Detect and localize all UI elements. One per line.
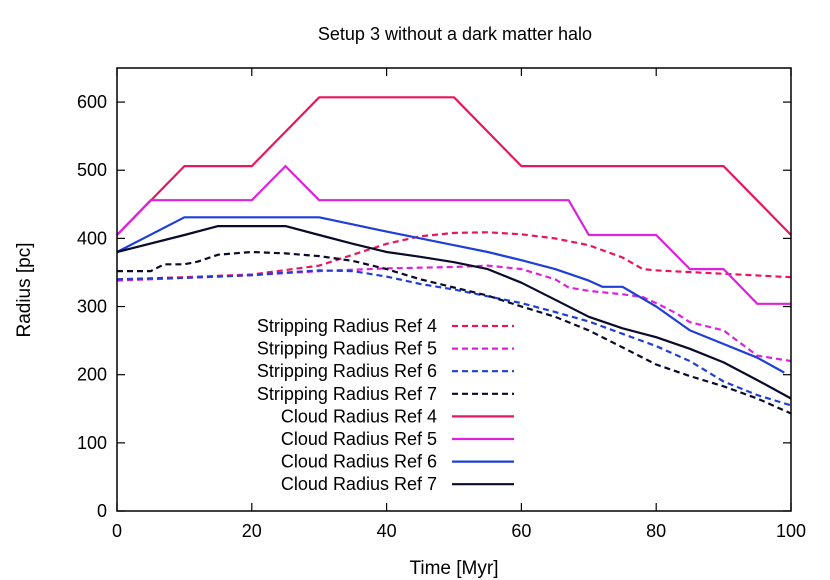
legend-label: Stripping Radius Ref 4 — [257, 316, 437, 336]
axis-ticks — [116, 68, 792, 512]
x-tick-label: 0 — [112, 521, 122, 541]
y-axis-label: Radius [pc] — [14, 242, 35, 337]
legend-label: Cloud Radius Ref 7 — [281, 474, 437, 494]
series-line-6 — [116, 165, 791, 305]
y-tick-label: 300 — [77, 297, 107, 317]
legend-label: Cloud Radius Ref 5 — [281, 429, 437, 449]
legend-label: Stripping Radius Ref 5 — [257, 339, 437, 359]
y-tick-label: 400 — [77, 228, 107, 248]
legend-label: Stripping Radius Ref 7 — [257, 384, 437, 404]
x-tick-label: 40 — [377, 521, 397, 541]
series-line-8 — [116, 225, 792, 400]
chart-title: Setup 3 without a dark matter halo — [318, 24, 592, 44]
y-tick-label: 0 — [97, 501, 107, 521]
y-tick-label: 200 — [77, 365, 107, 385]
legend: Stripping Radius Ref 4 Stripping Radius R… — [257, 316, 514, 494]
series-line-5 — [116, 96, 792, 236]
x-tick-label: 60 — [511, 521, 531, 541]
y-tick-label: 100 — [77, 433, 107, 453]
y-tick-labels: 0 100 200 300 400 500 600 — [77, 92, 107, 521]
x-tick-label: 80 — [646, 521, 666, 541]
series-line-3 — [116, 269, 792, 407]
plot-frame — [116, 67, 792, 512]
y-tick-label: 600 — [77, 92, 107, 112]
x-axis-label: Time [Myr] — [409, 558, 498, 579]
plot-series — [116, 96, 792, 415]
series-line-1 — [116, 231, 792, 281]
y-tick-label: 500 — [77, 160, 107, 180]
x-tick-label: 100 — [776, 521, 806, 541]
legend-label: Cloud Radius Ref 4 — [281, 406, 437, 426]
series-line-7 — [116, 216, 785, 374]
series-line-2 — [116, 264, 792, 363]
legend-label: Cloud Radius Ref 6 — [281, 452, 437, 472]
x-tick-label: 20 — [242, 521, 262, 541]
legend-label: Stripping Radius Ref 6 — [257, 361, 437, 381]
x-tick-labels: 0 20 40 60 80 100 — [112, 521, 806, 541]
series-line-4 — [117, 250, 792, 415]
